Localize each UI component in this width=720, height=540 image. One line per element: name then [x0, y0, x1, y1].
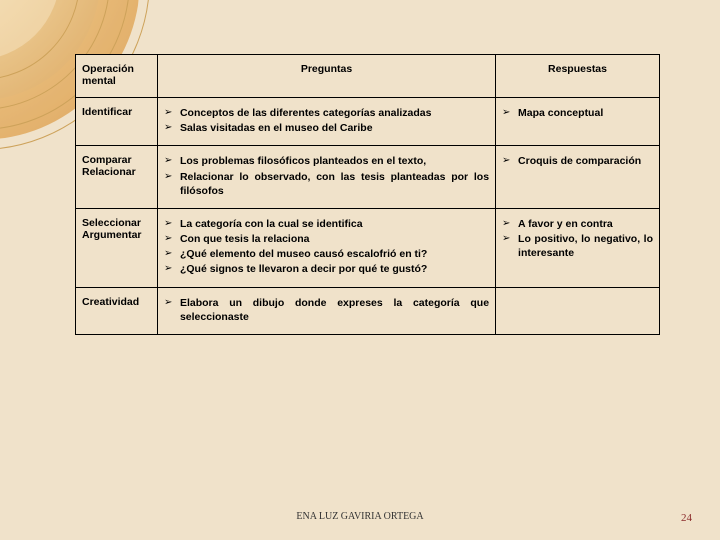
- respuesta-text: Croquis de comparación: [518, 154, 653, 168]
- cell-respuestas: ➢ Mapa conceptual: [496, 98, 660, 146]
- cell-respuestas: ➢ Croquis de comparación: [496, 146, 660, 209]
- pregunta-text: Los problemas filosóficos planteados en …: [180, 154, 489, 168]
- cell-preguntas: ➢ Elabora un dibujo donde expreses la cat…: [157, 287, 495, 334]
- page-number: 24: [681, 512, 692, 524]
- cell-preguntas: ➢ La categoría con la cual se identifica ➢…: [157, 208, 495, 287]
- cell-operacion: Comparar Relacionar: [76, 146, 158, 209]
- table-row: Creatividad ➢ Elabora un dibujo donde expr…: [76, 287, 660, 334]
- bullet-icon: ➢: [502, 154, 512, 167]
- respuesta-text: A favor y en contra: [518, 217, 653, 231]
- pregunta-text: Salas visitadas en el museo del Caribe: [180, 121, 489, 135]
- bullet-icon: ➢: [164, 154, 174, 167]
- footer-author: ENA LUZ GAVIRIA ORTEGA: [0, 511, 720, 522]
- bullet-icon: ➢: [164, 232, 174, 245]
- cell-respuestas: ➢ A favor y en contra ➢ Lo positivo, lo neg…: [496, 208, 660, 287]
- bullet-icon: ➢: [164, 296, 174, 309]
- table-row: Identificar ➢ Conceptos de las diferentes …: [76, 98, 660, 146]
- cell-respuestas: [496, 287, 660, 334]
- bullet-icon: ➢: [164, 106, 174, 119]
- bullet-icon: ➢: [164, 217, 174, 230]
- bullet-icon: ➢: [164, 121, 174, 134]
- bullet-icon: ➢: [164, 170, 174, 183]
- content-table: Operación mental Preguntas Respuestas Id…: [75, 54, 660, 335]
- pregunta-text: Conceptos de las diferentes categorías a…: [180, 106, 489, 120]
- cell-operacion: Seleccionar Argumentar: [76, 208, 158, 287]
- bullet-icon: ➢: [164, 262, 174, 275]
- pregunta-text: La categoría con la cual se identifica: [180, 217, 489, 231]
- bullet-icon: ➢: [164, 247, 174, 260]
- header-respuestas: Respuestas: [496, 55, 660, 98]
- bullet-icon: ➢: [502, 106, 512, 119]
- cell-preguntas: ➢ Conceptos de las diferentes categorías …: [157, 98, 495, 146]
- cell-operacion: Identificar: [76, 98, 158, 146]
- table-row: Comparar Relacionar ➢ Los problemas filosó…: [76, 146, 660, 209]
- cell-operacion: Creatividad: [76, 287, 158, 334]
- respuesta-text: Lo positivo, lo negativo, lo interesante: [518, 232, 653, 260]
- cell-preguntas: ➢ Los problemas filosóficos planteados en…: [157, 146, 495, 209]
- table-header-row: Operación mental Preguntas Respuestas: [76, 55, 660, 98]
- pregunta-text: Elabora un dibujo donde expreses la cate…: [180, 296, 489, 324]
- bullet-icon: ➢: [502, 217, 512, 230]
- pregunta-text: ¿Qué signos te llevaron a decir por qué …: [180, 262, 489, 276]
- bullet-icon: ➢: [502, 232, 512, 245]
- respuesta-text: Mapa conceptual: [518, 106, 653, 120]
- pregunta-text: ¿Qué elemento del museo causó escalofrió…: [180, 247, 489, 261]
- header-preguntas: Preguntas: [157, 55, 495, 98]
- pregunta-text: Con que tesis la relaciona: [180, 232, 489, 246]
- header-operacion: Operación mental: [76, 55, 158, 98]
- pregunta-text: Relacionar lo observado, con las tesis p…: [180, 170, 489, 198]
- table-row: Seleccionar Argumentar ➢ La categoría con …: [76, 208, 660, 287]
